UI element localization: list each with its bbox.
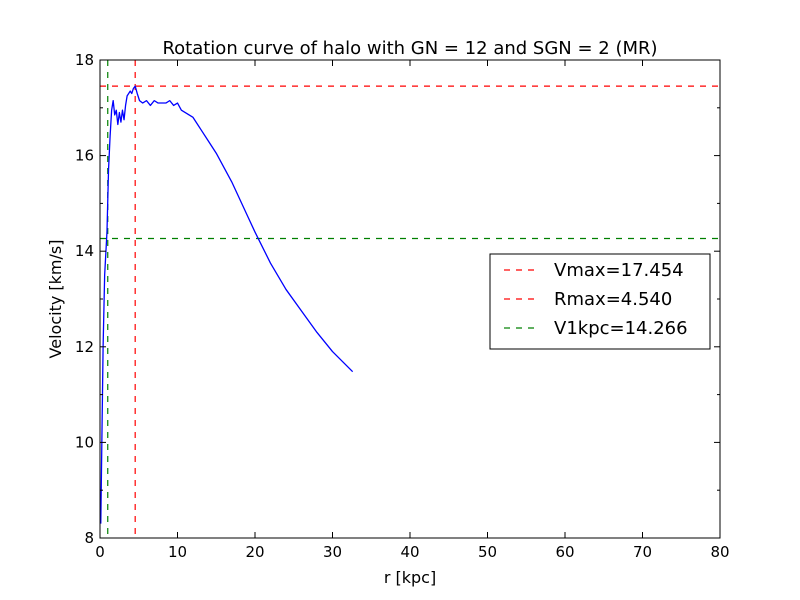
legend-label: V1kpc=14.266 [554, 318, 688, 339]
x-tick-label: 70 [633, 543, 652, 561]
y-tick-label: 12 [75, 338, 94, 356]
x-tick-label: 10 [168, 543, 187, 561]
x-tick-label: 0 [95, 543, 105, 561]
x-tick-label: 40 [400, 543, 419, 561]
x-tick-label: 50 [478, 543, 497, 561]
x-tick-label: 20 [245, 543, 264, 561]
axis-ticks: 0 10 20 30 40 50 60 70 80 8 10 12 14 16 18 [75, 51, 730, 561]
y-tick-label: 10 [75, 433, 94, 451]
y-tick-label: 8 [84, 529, 94, 547]
plot-content [100, 60, 720, 538]
legend-label: Rmax=4.540 [554, 289, 672, 310]
x-tick-label: 80 [710, 543, 729, 561]
legend-label: Vmax=17.454 [554, 260, 684, 281]
legend: Vmax=17.454 Rmax=4.540 V1kpc=14.266 [489, 253, 711, 350]
x-axis-label: r [kpc] [384, 568, 436, 587]
chart-title: Rotation curve of halo with GN = 12 and … [162, 38, 657, 59]
y-tick-label: 14 [75, 242, 94, 260]
x-tick-label: 30 [323, 543, 342, 561]
y-tick-label: 16 [75, 147, 94, 165]
y-tick-label: 18 [75, 51, 94, 69]
x-tick-label: 60 [555, 543, 574, 561]
y-axis-label: Velocity [km/s] [46, 240, 65, 359]
legend-box [489, 253, 711, 350]
series-line-1 [100, 85, 354, 524]
